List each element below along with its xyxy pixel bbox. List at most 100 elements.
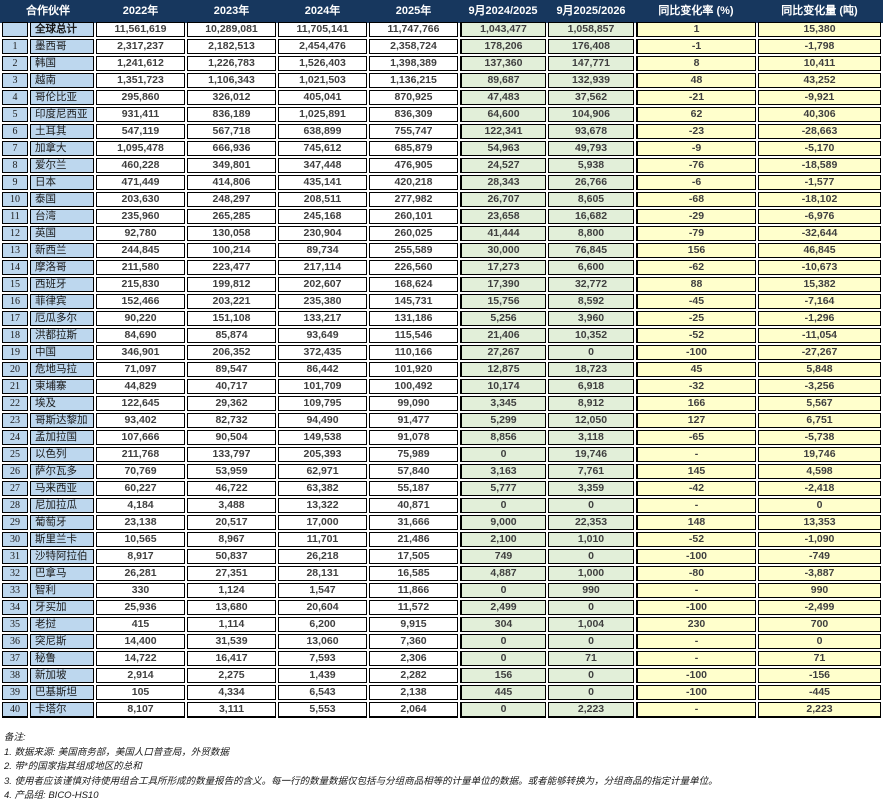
value-2025: 226,560	[369, 260, 458, 275]
value-2023: 223,477	[187, 260, 276, 275]
partner-name: 葡萄牙	[30, 515, 94, 530]
table-row: 38 新加坡 2,914 2,275 1,439 2,282 156 0 -100 -156	[2, 668, 881, 683]
value-2024: 745,612	[278, 141, 367, 156]
value-2022: 8,917	[96, 549, 185, 564]
value-sep-2024-2025: 749	[460, 549, 546, 564]
value-sep-2025-2026: 0	[548, 600, 634, 615]
value-sep-2025-2026: 3,359	[548, 481, 634, 496]
yoy-change-rate: -79	[636, 226, 756, 241]
value-2024: 86,442	[278, 362, 367, 377]
footnote-item: 2. 带*的国家指其组成地区的总和	[4, 761, 142, 772]
value-sep-2025-2026: 10,352	[548, 328, 634, 343]
yoy-change-rate: -23	[636, 124, 756, 139]
value-2022: 1,095,478	[96, 141, 185, 156]
value-2025: 11,747,766	[369, 22, 458, 37]
table-row: 13 新西兰 244,845 100,214 89,734 255,589 30,000 76…	[2, 243, 881, 258]
yoy-change-rate: 1	[636, 22, 756, 37]
value-2023: 1,106,343	[187, 73, 276, 88]
partner-name: 马来西亚	[30, 481, 94, 496]
value-2022: 122,645	[96, 396, 185, 411]
value-2025: 91,477	[369, 413, 458, 428]
row-number: 30	[2, 532, 28, 547]
partner-name: 智利	[30, 583, 94, 598]
yoy-change-amount: 10,411	[758, 56, 881, 71]
yoy-change-rate: -52	[636, 328, 756, 343]
value-2023: 265,285	[187, 209, 276, 224]
yoy-change-amount: 13,353	[758, 515, 881, 530]
table-row: 6 土耳其 547,119 567,718 638,899 755,747 122,341 9…	[2, 124, 881, 139]
value-sep-2025-2026: 12,050	[548, 413, 634, 428]
value-sep-2024-2025: 12,875	[460, 362, 546, 377]
value-2024: 435,141	[278, 175, 367, 190]
yoy-change-amount: 6,751	[758, 413, 881, 428]
value-2024: 109,795	[278, 396, 367, 411]
value-sep-2025-2026: 3,960	[548, 311, 634, 326]
value-2023: 199,812	[187, 277, 276, 292]
value-2025: 101,920	[369, 362, 458, 377]
value-2023: 1,226,783	[187, 56, 276, 71]
value-2025: 420,218	[369, 175, 458, 190]
row-number: 14	[2, 260, 28, 275]
value-2024: 13,060	[278, 634, 367, 649]
value-2025: 2,358,724	[369, 39, 458, 54]
table-row: 10 泰国 203,630 248,297 208,511 277,982 26,707 8,…	[2, 192, 881, 207]
value-2025: 1,136,215	[369, 73, 458, 88]
yoy-change-amount: 15,380	[758, 22, 881, 37]
value-2022: 14,400	[96, 634, 185, 649]
value-2022: 2,914	[96, 668, 185, 683]
value-2024: 89,734	[278, 243, 367, 258]
value-2024: 6,543	[278, 685, 367, 700]
yoy-change-rate: -	[636, 498, 756, 513]
row-number: 2	[2, 56, 28, 71]
value-2023: 248,297	[187, 192, 276, 207]
value-sep-2025-2026: 22,353	[548, 515, 634, 530]
value-sep-2024-2025: 47,483	[460, 90, 546, 105]
row-number: 7	[2, 141, 28, 156]
partner-name: 韩国	[30, 56, 94, 71]
value-2023: 130,058	[187, 226, 276, 241]
value-sep-2024-2025: 0	[460, 702, 546, 718]
yoy-change-amount: 4,598	[758, 464, 881, 479]
value-2022: 14,722	[96, 651, 185, 666]
table-row: 9 日本 471,449 414,806 435,141 420,218 28,343 26,…	[2, 175, 881, 190]
partner-name: 厄瓜多尔	[30, 311, 94, 326]
value-sep-2024-2025: 9,000	[460, 515, 546, 530]
table-row: 31 沙特阿拉伯 8,917 50,837 26,218 17,505 749 0 -100 -7…	[2, 549, 881, 564]
table-row: 3 越南 1,351,723 1,106,343 1,021,503 1,136,215 8…	[2, 73, 881, 88]
value-2023: 836,189	[187, 107, 276, 122]
value-2024: 94,490	[278, 413, 367, 428]
value-sep-2024-2025: 17,273	[460, 260, 546, 275]
value-2024: 205,393	[278, 447, 367, 462]
value-sep-2025-2026: 1,000	[548, 566, 634, 581]
value-sep-2024-2025: 89,687	[460, 73, 546, 88]
value-2024: 208,511	[278, 192, 367, 207]
partner-name: 巴拿马	[30, 566, 94, 581]
value-2022: 25,936	[96, 600, 185, 615]
table-row: 2 韩国 1,241,612 1,226,783 1,526,403 1,398,389 1…	[2, 56, 881, 71]
yoy-change-rate: -100	[636, 345, 756, 360]
value-sep-2024-2025: 178,206	[460, 39, 546, 54]
partner-name: 尼加拉瓜	[30, 498, 94, 513]
yoy-change-rate: -	[636, 634, 756, 649]
value-2024: 217,114	[278, 260, 367, 275]
value-2025: 476,905	[369, 158, 458, 173]
table-row: 36 突尼斯 14,400 31,539 13,060 7,360 0 0-0	[2, 634, 881, 649]
value-2022: 2,317,237	[96, 39, 185, 54]
value-2023: 4,334	[187, 685, 276, 700]
value-sep-2025-2026: 8,912	[548, 396, 634, 411]
yoy-change-rate: -	[636, 651, 756, 666]
partner-name: 牙买加	[30, 600, 94, 615]
row-number: 4	[2, 90, 28, 105]
value-sep-2024-2025: 23,658	[460, 209, 546, 224]
yoy-change-rate: 88	[636, 277, 756, 292]
value-2022: 92,780	[96, 226, 185, 241]
value-sep-2025-2026: 5,938	[548, 158, 634, 173]
table-row: 27 马来西亚 60,227 46,722 63,382 55,187 5,777 3,359…	[2, 481, 881, 496]
table-row: 12 英国 92,780 130,058 230,904 260,025 41,444 8,8…	[2, 226, 881, 241]
value-2023: 3,488	[187, 498, 276, 513]
value-sep-2025-2026: 0	[548, 668, 634, 683]
value-2022: 70,769	[96, 464, 185, 479]
table-row: 22 埃及 122,645 29,362 109,795 99,090 3,345 8,912…	[2, 396, 881, 411]
value-2025: 99,090	[369, 396, 458, 411]
value-sep-2025-2026: 8,605	[548, 192, 634, 207]
